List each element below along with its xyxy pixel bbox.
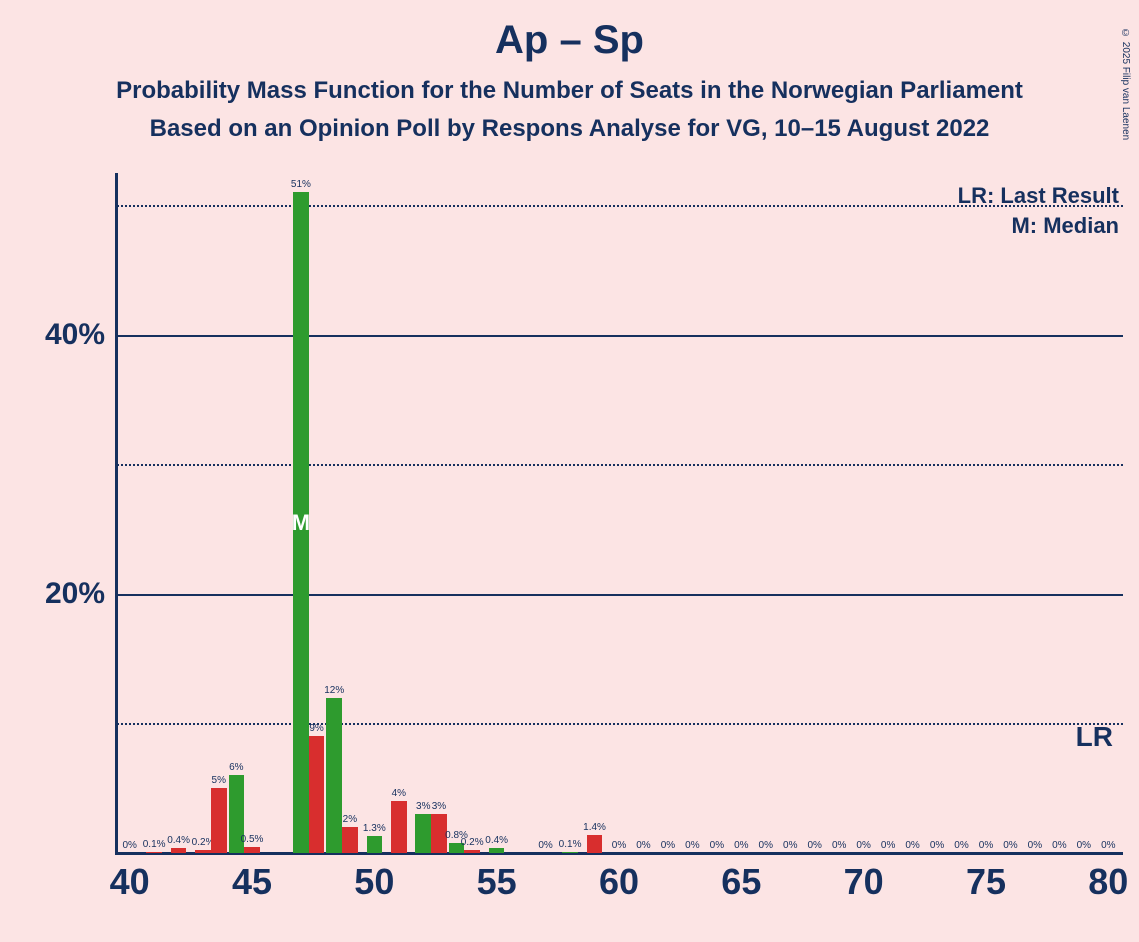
bar-value-label: 12% (324, 685, 344, 696)
bar-green: 12% (326, 698, 342, 853)
copyright-text: © 2025 Filip van Laenen (1120, 28, 1131, 140)
bar-value-label: 0% (122, 840, 136, 851)
gridline (117, 335, 1123, 337)
y-axis (115, 173, 118, 853)
y-tick-label: 40% (45, 318, 105, 352)
x-tick-label: 55 (477, 861, 517, 903)
bar-value-label: 0% (1101, 840, 1115, 851)
bar-red: 0.2% (464, 850, 480, 853)
bar-red: 5% (211, 788, 227, 853)
bar-value-label: 2% (343, 814, 357, 825)
bar-green: 3% (415, 814, 431, 853)
bar-value-label: 0% (856, 840, 870, 851)
gridline-dotted (117, 464, 1123, 466)
x-tick-label: 80 (1088, 861, 1128, 903)
bar-value-label: 0% (685, 840, 699, 851)
bar-value-label: 0% (905, 840, 919, 851)
bar-red: 0.4% (171, 848, 187, 853)
bar-green: 1.3% (367, 836, 383, 853)
x-tick-label: 75 (966, 861, 1006, 903)
bar-value-label: 0.1% (559, 839, 582, 850)
bar-value-label: 6% (229, 762, 243, 773)
bar-red: 9% (309, 736, 325, 853)
lr-marker-label: LR (1076, 721, 1113, 753)
x-tick-label: 70 (844, 861, 884, 903)
bar-value-label: 0% (783, 840, 797, 851)
x-axis (115, 852, 1123, 855)
bar-value-label: 0% (1003, 840, 1017, 851)
bar-green: 0.1% (562, 852, 578, 853)
x-tick-label: 60 (599, 861, 639, 903)
chart-subtitle-2: Based on an Opinion Poll by Respons Anal… (0, 115, 1139, 143)
gridline (117, 594, 1123, 596)
bar-value-label: 0.1% (143, 839, 166, 850)
bar-value-label: 0% (1052, 840, 1066, 851)
bar-value-label: 0.4% (167, 835, 190, 846)
legend-lr: LR: Last Result (958, 183, 1119, 209)
x-tick-label: 45 (232, 861, 272, 903)
x-tick-label: 40 (110, 861, 150, 903)
gridline-dotted (117, 723, 1123, 725)
chart-subtitle-1: Probability Mass Function for the Number… (0, 77, 1139, 105)
bar-value-label: 0.5% (241, 834, 264, 845)
bar-red: 0.2% (195, 850, 211, 853)
bar-value-label: 9% (309, 723, 323, 734)
bar-value-label: 0% (734, 840, 748, 851)
bar-value-label: 0% (1028, 840, 1042, 851)
bar-value-label: 0% (881, 840, 895, 851)
legend-m: M: Median (1011, 213, 1119, 239)
bar-red: 0.1% (146, 852, 162, 853)
bar-red: 1.4% (587, 835, 603, 853)
bar-value-label: 0% (759, 840, 773, 851)
bar-value-label: 0% (954, 840, 968, 851)
bar-green: 0.4% (489, 848, 505, 853)
chart-plot-area: 20%40%4045505560657075800%0.1%0.4%0.2%5%… (115, 173, 1123, 853)
bar-value-label: 0% (930, 840, 944, 851)
bar-value-label: 0.4% (485, 835, 508, 846)
bar-red: 2% (342, 827, 358, 853)
bar-value-label: 0% (1077, 840, 1091, 851)
bar-value-label: 0% (710, 840, 724, 851)
bar-value-label: 0% (538, 840, 552, 851)
bar-value-label: 0% (807, 840, 821, 851)
bar-value-label: 0% (661, 840, 675, 851)
median-marker: M (292, 510, 310, 536)
bar-red: 4% (391, 801, 407, 853)
x-tick-label: 50 (354, 861, 394, 903)
bar-value-label: 0% (979, 840, 993, 851)
bar-value-label: 0% (832, 840, 846, 851)
bar-value-label: 3% (416, 801, 430, 812)
bar-value-label: 0% (636, 840, 650, 851)
bar-red: 0.5% (244, 847, 260, 853)
y-tick-label: 20% (45, 577, 105, 611)
bar-value-label: 1.4% (583, 822, 606, 833)
bar-value-label: 1.3% (363, 823, 386, 834)
bar-value-label: 0% (612, 840, 626, 851)
bar-value-label: 3% (432, 801, 446, 812)
chart-title: Ap – Sp (0, 18, 1139, 63)
bar-value-label: 5% (212, 775, 226, 786)
bar-value-label: 0.2% (461, 837, 484, 848)
bar-value-label: 51% (291, 179, 311, 190)
bar-value-label: 4% (392, 788, 406, 799)
x-tick-label: 65 (721, 861, 761, 903)
